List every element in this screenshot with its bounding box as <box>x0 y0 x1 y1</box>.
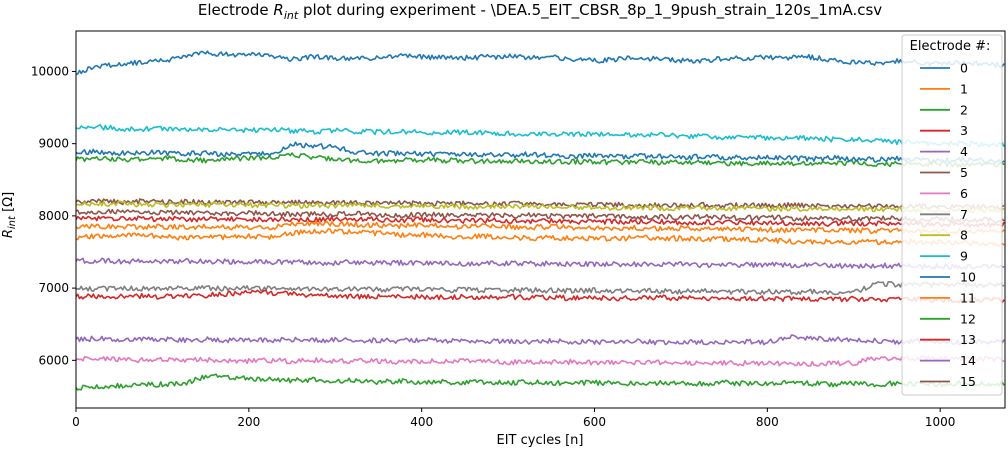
series-line-11 <box>76 220 1005 235</box>
series-line-14 <box>76 334 1005 346</box>
y-tick-label: 10000 <box>31 64 69 78</box>
series-line-6 <box>76 355 1005 367</box>
legend-title: Electrode #: <box>910 39 991 54</box>
legend-label-7: 7 <box>960 207 968 222</box>
legend-label-13: 13 <box>960 332 976 347</box>
legend-label-10: 10 <box>960 270 976 285</box>
series-line-13 <box>76 289 1005 304</box>
legend-label-5: 5 <box>960 165 968 180</box>
legend-label-14: 14 <box>960 353 976 368</box>
legend-label-0: 0 <box>960 61 968 76</box>
legend-label-9: 9 <box>960 249 968 264</box>
title-suffix: plot during experiment - \DEA.5_EIT_CBSR… <box>298 1 882 20</box>
series-line-0 <box>76 50 1005 75</box>
axes-layer: 0 200 400 600 800 1000 6000 7000 8000 9000 10000 <box>31 30 1006 429</box>
legend-label-1: 1 <box>960 81 968 96</box>
legend-label-11: 11 <box>960 290 976 305</box>
legend-label-2: 2 <box>960 102 968 117</box>
x-tick-label: 800 <box>756 415 779 429</box>
x-tick-label: 1000 <box>925 415 956 429</box>
series-line-12 <box>76 373 1005 391</box>
y-tick-label: 8000 <box>38 209 69 223</box>
x-tick-label: 400 <box>410 415 433 429</box>
y-tick-label: 9000 <box>38 137 69 151</box>
series-line-5 <box>76 198 1005 211</box>
ylabel-subscript: int <box>7 215 18 229</box>
legend-label-8: 8 <box>960 228 968 243</box>
chart-title: Electrode Rint plot during experiment - … <box>198 1 882 22</box>
legend-box <box>901 34 1003 396</box>
title-subscript: int <box>284 9 299 22</box>
series-layer <box>76 50 1005 391</box>
series-line-10 <box>76 141 1005 164</box>
legend-label-6: 6 <box>960 186 968 201</box>
series-line-9 <box>76 124 1005 148</box>
plot-frame <box>75 30 1006 409</box>
ylabel-r: R <box>1 229 16 238</box>
series-line-3 <box>76 215 1005 228</box>
y-tick-label: 6000 <box>38 353 69 367</box>
y-axis-label: Rint [Ω] <box>1 192 18 238</box>
series-line-4 <box>76 257 1005 270</box>
legend-label-15: 15 <box>960 374 976 389</box>
legend-label-3: 3 <box>960 123 968 138</box>
series-line-7 <box>76 280 1005 296</box>
legend-label-12: 12 <box>960 311 976 326</box>
x-tick-label: 600 <box>583 415 606 429</box>
series-line-1 <box>76 228 1005 247</box>
y-tick-label: 7000 <box>38 281 69 295</box>
series-line-15 <box>76 208 1005 223</box>
legend-label-4: 4 <box>960 144 968 159</box>
x-tick-label: 0 <box>72 415 80 429</box>
series-line-8 <box>76 200 1005 214</box>
ylabel-suffix: [Ω] <box>1 192 16 216</box>
title-r: R <box>273 1 283 19</box>
title-prefix: Electrode <box>198 1 274 19</box>
x-axis-label: EIT cycles [n] <box>496 433 583 448</box>
x-tick-label: 200 <box>237 415 260 429</box>
